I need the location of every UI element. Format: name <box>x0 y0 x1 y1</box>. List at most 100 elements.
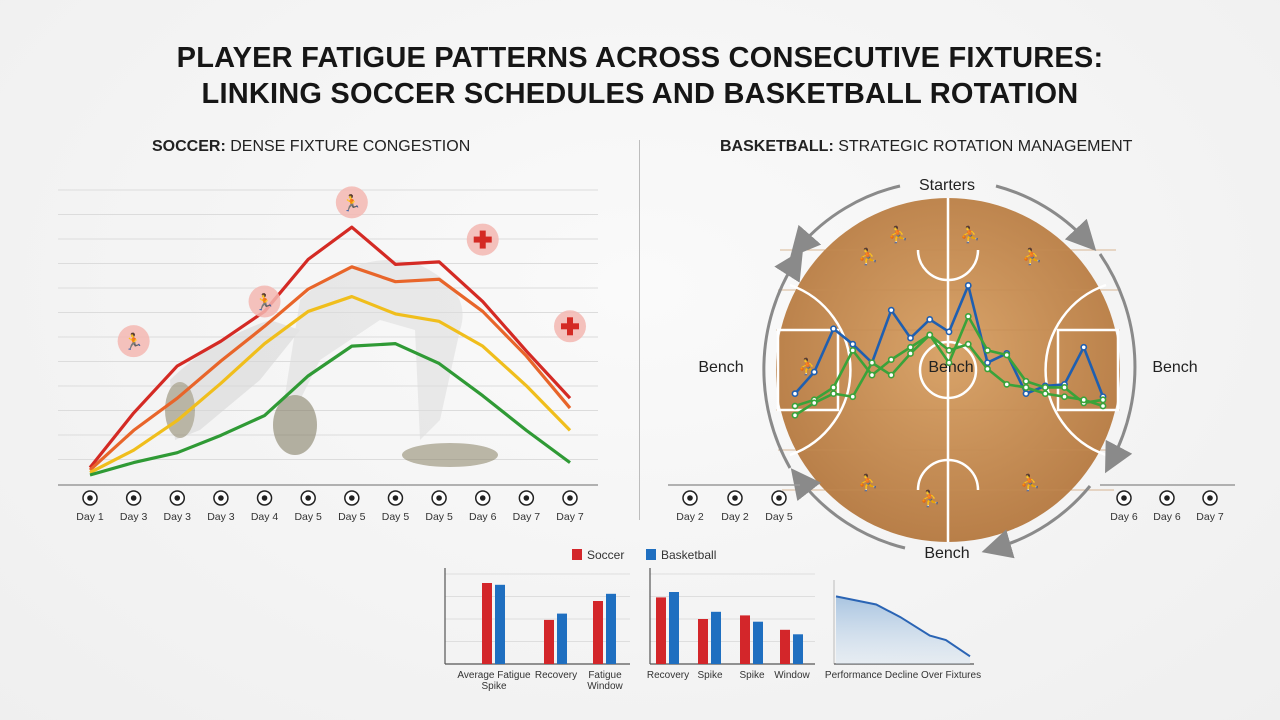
bar-soccer <box>656 597 666 664</box>
basketball-data-point <box>849 346 857 354</box>
bar-basketball <box>606 593 616 664</box>
court-player-icons: ⛹ ⛹ ⛹ ⛹ ⛹ ⛹ ⛹ ⛹ <box>798 225 1042 508</box>
basketball-x-tick-label: Day 6 <box>1110 511 1138 523</box>
rotation-label-bench-center: Bench <box>928 359 973 376</box>
basketball-data-point <box>830 390 837 398</box>
basketball-data-point <box>830 325 837 333</box>
rotation-label-starters: Starters <box>919 177 975 194</box>
legend-swatch-basketball <box>646 549 656 560</box>
bar-category-label: Window <box>774 670 810 681</box>
player-icon: ⛹ <box>1020 473 1040 492</box>
soccer-x-tick-label: Day 3 <box>164 511 192 523</box>
basketball-data-point <box>868 371 876 379</box>
soccer-x-axis: Day 1 Day 3 Day 3 Day 3 Day 4 Day 5 Day 5 Day 5… <box>76 490 584 523</box>
legend-label-basketball: Basketball <box>661 548 716 562</box>
soccer-player-silhouette <box>165 259 498 467</box>
basketball-court: ⛹ ⛹ ⛹ ⛹ ⛹ ⛹ ⛹ ⛹ <box>776 198 1120 542</box>
basketball-data-point <box>926 316 934 323</box>
soccer-ball-icon <box>130 495 137 501</box>
bar-category-label: Recovery <box>535 670 577 681</box>
basketball-x-tick-label: Day 7 <box>1196 511 1224 523</box>
soccer-x-tick-label: Day 5 <box>382 511 410 523</box>
soccer-x-tick-label: Day 6 <box>469 511 497 523</box>
basketball-x-tick-label: Day 6 <box>1153 511 1181 523</box>
soccer-x-tick-label: Day 3 <box>120 511 148 523</box>
soccer-ball-icon <box>687 495 693 501</box>
basketball-data-point <box>1022 377 1030 385</box>
legend-swatch-soccer <box>572 549 582 560</box>
rotation-label-bench-bottom: Bench <box>924 545 969 562</box>
soccer-ball-icon <box>218 495 224 501</box>
basketball-data-point <box>907 343 914 351</box>
soccer-ball-icon <box>523 495 530 501</box>
soccer-ball-icon <box>567 495 573 501</box>
medical-cross-icon <box>567 317 573 336</box>
area-line <box>835 595 971 658</box>
soccer-x-tick-label: Day 5 <box>294 511 322 523</box>
basketball-data-point <box>1061 384 1068 391</box>
basketball-data-point <box>945 359 953 367</box>
basketball-data-point <box>964 340 972 348</box>
soccer-series-line-2 <box>88 265 572 472</box>
basketball-fatigue-lines <box>791 282 1107 419</box>
soccer-x-tick-label: Day 5 <box>338 511 366 523</box>
basketball-data-point <box>887 306 895 314</box>
fatigue-icon-bg <box>248 285 281 318</box>
basketball-data-point <box>1080 343 1088 351</box>
soccer-annotation-markers: 🏃 🏃 🏃 <box>117 186 586 358</box>
basketball-data-point <box>1061 393 1068 401</box>
basketball-data-point <box>1099 402 1107 410</box>
soccer-x-tick-label: Day 5 <box>425 511 453 523</box>
basketball-data-point <box>964 282 972 289</box>
basketball-data-point <box>1080 396 1088 404</box>
bar-soccer <box>482 583 492 664</box>
basketball-data-point <box>907 334 914 342</box>
bar-basketball <box>557 613 567 664</box>
rotation-arrows <box>762 184 1137 559</box>
medical-cross-icon <box>479 230 486 249</box>
soccer-x-tick-label: Day 1 <box>76 511 104 523</box>
basketball-data-point <box>791 402 799 410</box>
basketball-data-point <box>1041 384 1049 391</box>
basketball-data-point <box>887 356 895 364</box>
basketball-data-point <box>849 393 857 401</box>
bar-basketball <box>495 584 505 664</box>
bar-category-label: Recovery <box>647 670 689 681</box>
basketball-data-point <box>964 312 972 320</box>
player-icon: ⛹ <box>858 247 878 266</box>
basketball-data-point <box>830 384 837 391</box>
bar-category-label: Spike <box>697 670 722 681</box>
bar-category-label: Fatigue <box>588 670 622 681</box>
bar-chart-recovery-spike-window: Recovery Spike Spike Window <box>647 568 815 681</box>
basketball-panel-title: BASKETBALL: STRATEGIC ROTATION MANAGEMEN… <box>720 138 1133 155</box>
bar-soccer <box>740 615 750 664</box>
soccer-ball-icon <box>1164 495 1170 501</box>
player-icon: ⛹ <box>1022 247 1042 266</box>
soccer-ball-icon <box>305 495 311 501</box>
fatigue-icon: 🏃 <box>255 293 275 312</box>
basketball-data-point <box>1041 390 1049 398</box>
basketball-data-point <box>984 365 991 373</box>
court-markings <box>776 198 1120 542</box>
rotation-label-bench-right: Bench <box>1152 359 1197 376</box>
basketball-x-axis: Day 2 Day 2 Day 5 Day 6 Day 6 Day 7 <box>668 484 1235 523</box>
page-title-line-1: PLAYER FATIGUE PATTERNS ACROSS CONSECUTI… <box>176 42 1104 74</box>
soccer-series-line-4 <box>89 342 571 477</box>
bar-basketball <box>753 621 763 664</box>
basketball-data-point <box>907 350 914 357</box>
bar-category-label: Spike <box>481 681 506 692</box>
area-x-label: Performance Decline Over Fixtures <box>825 670 981 681</box>
basketball-data-point <box>887 371 895 379</box>
basketball-x-tick-label: Day 2 <box>721 511 749 523</box>
soccer-ball-icon <box>174 495 181 501</box>
basketball-data-point <box>1022 390 1030 398</box>
soccer-ball-icon <box>436 495 442 501</box>
area-fill <box>836 596 970 664</box>
bar-legend: Soccer Basketball <box>572 548 716 562</box>
bar-category-label: Average Fatigue <box>457 670 531 681</box>
basketball-data-point <box>810 368 818 376</box>
fatigue-icon: 🏃 <box>124 332 144 351</box>
soccer-fatigue-lines <box>88 225 572 477</box>
